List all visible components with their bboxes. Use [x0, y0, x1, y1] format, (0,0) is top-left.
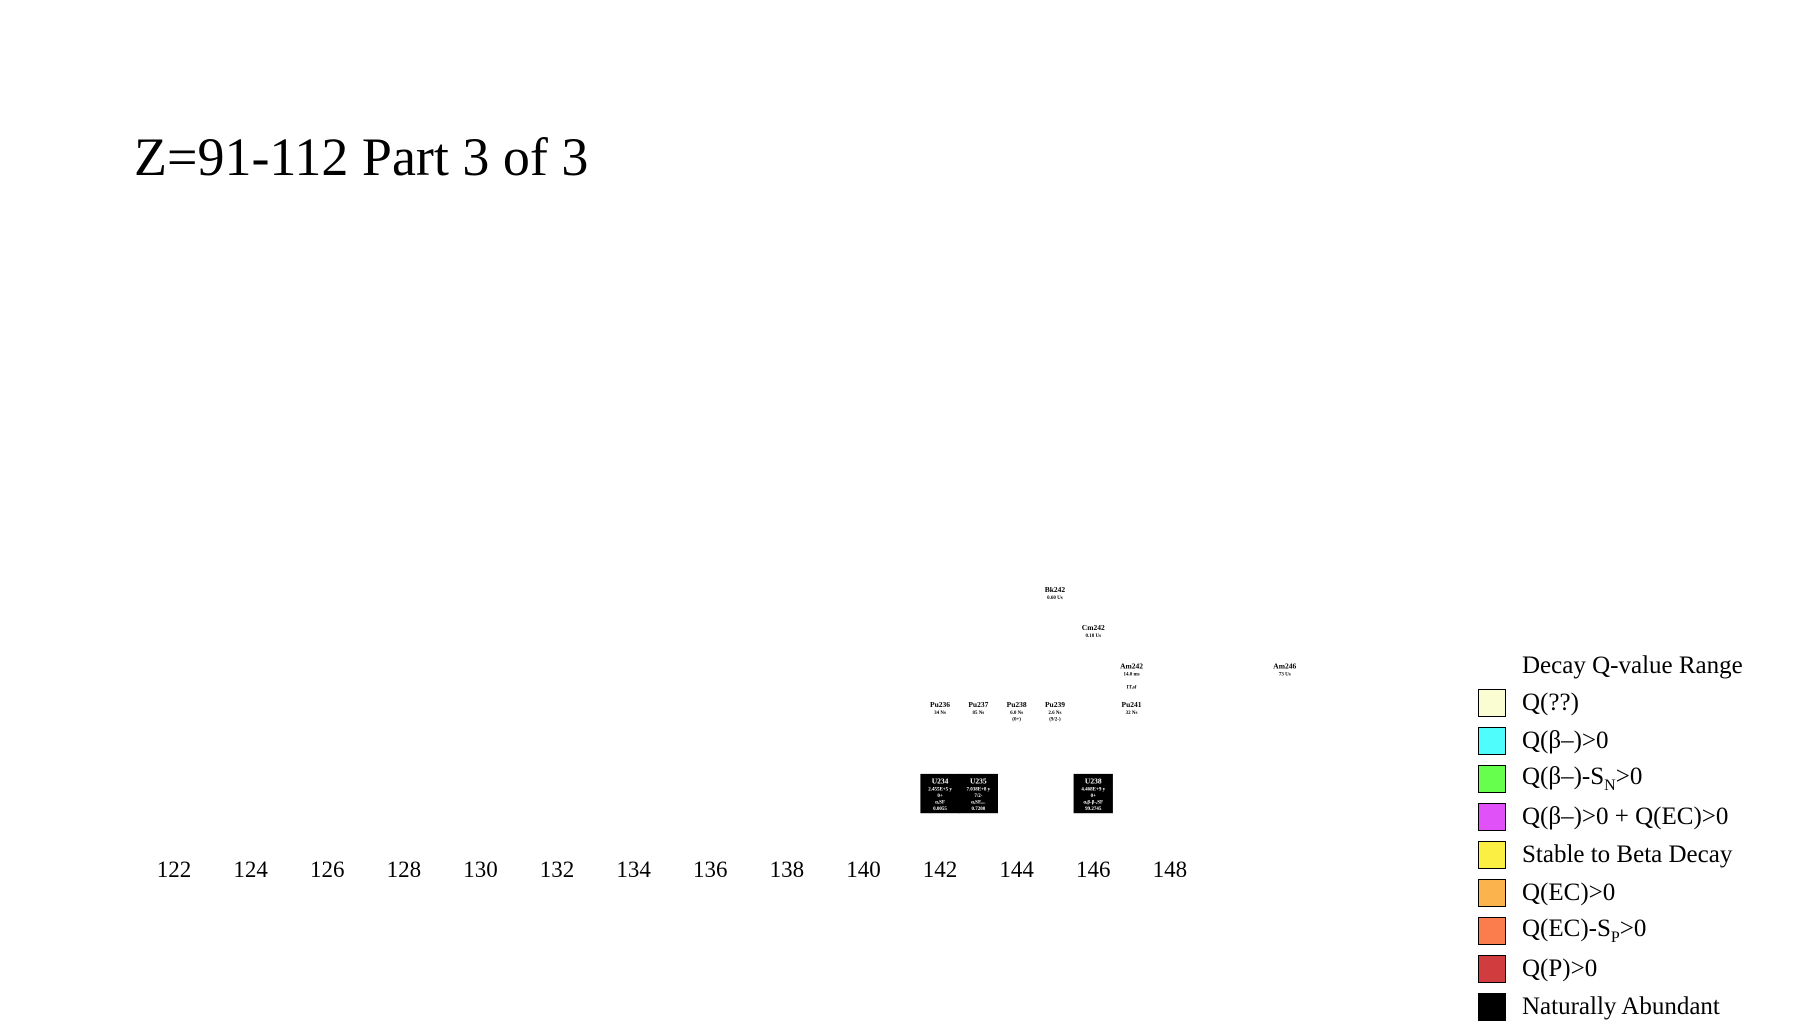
- nuclide-detail: IT,sf: [1127, 686, 1137, 691]
- n-tick-label: 134: [616, 857, 651, 882]
- nuclide-detail: 0.7200: [971, 807, 985, 812]
- legend-item: Q(EC)>0: [1478, 878, 1615, 908]
- n-tick-label: 148: [1153, 857, 1188, 882]
- nuclide-detail: 0+: [1091, 794, 1097, 799]
- nuclide-detail: 32 Ns: [1126, 711, 1138, 716]
- legend-item: Q(??): [1478, 688, 1579, 718]
- nuclide-detail: 34 Ns: [934, 711, 946, 716]
- legend-label: Q(β–)>0: [1522, 727, 1609, 754]
- nuclide-name: Pu237: [968, 700, 988, 709]
- legend-item: Q(P)>0: [1478, 954, 1597, 984]
- n-tick-label: 124: [233, 857, 268, 882]
- nuclide-name: Am242: [1120, 662, 1143, 671]
- legend-swatch: [1478, 765, 1506, 793]
- natural-cell: [958, 773, 999, 814]
- n-tick-label: 132: [540, 857, 575, 882]
- nuclide-detail: 2.455E+5 y: [928, 787, 952, 792]
- legend-item: Stable to Beta Decay: [1478, 840, 1732, 870]
- nuclide-detail: 2.6 Ns: [1048, 711, 1061, 716]
- legend-swatch: [1478, 955, 1506, 983]
- nuclide-cells: [920, 773, 1113, 814]
- nuclide-detail: 73 Us: [1279, 673, 1291, 678]
- legend-item: Q(β–)-SN>0: [1478, 763, 1643, 794]
- legend-swatch: [1478, 689, 1506, 717]
- nuclide-detail: 85 Ns: [972, 711, 984, 716]
- legend-swatch: [1478, 879, 1506, 907]
- legend-swatch: [1478, 917, 1506, 945]
- legend-title: Decay Q-value Range: [1522, 652, 1743, 679]
- nuclide-name: Pu239: [1045, 700, 1065, 709]
- chart-title: Z=91-112 Part 3 of 3: [134, 127, 589, 187]
- n-tick-label: 144: [999, 857, 1034, 882]
- legend-swatch: [1478, 993, 1506, 1021]
- n-tick-label: 122: [157, 857, 192, 882]
- nuclide-name: U235: [970, 776, 987, 785]
- n-tick-label: 130: [463, 857, 498, 882]
- legend-label: Q(EC)>0: [1522, 879, 1616, 906]
- nuclide-name: Pu241: [1122, 700, 1142, 709]
- legend-label: Q(β–)>0 + Q(EC)>0: [1522, 803, 1729, 830]
- nuclide-detail: 0.0055: [933, 807, 947, 812]
- legend-swatch: [1478, 841, 1506, 869]
- chart-svg: Pa+5+4231.0358891U+3+4+5+6238.02892.94×1…: [157, 585, 1297, 882]
- nuclide-detail: (9/2-): [1049, 717, 1061, 722]
- natural-cell: [1073, 773, 1113, 814]
- nuclide-detail: 0+: [937, 794, 943, 799]
- nuclide-detail: α,SF: [935, 800, 945, 805]
- legend-item: Q(β–)>0 + Q(EC)>0: [1478, 802, 1728, 832]
- nuclide-detail: 7.038E+8 y: [967, 787, 991, 792]
- nuclide-name: U238: [1085, 776, 1102, 785]
- legend-label: Q(β–)-SN>0: [1522, 763, 1643, 794]
- natural-cell: [920, 773, 960, 814]
- nuclide-name: Pu238: [1007, 700, 1027, 709]
- nuclide-name: Bk242: [1045, 585, 1066, 594]
- n-tick-label: 128: [387, 857, 422, 882]
- chart-labels: Pa+5+4231.0358891U+3+4+5+6238.02892.94×1…: [157, 585, 1297, 882]
- legend-label: Q(??): [1522, 689, 1579, 716]
- legend-swatch: [1478, 727, 1506, 755]
- legend-label: Q(EC)-SP>0: [1522, 915, 1647, 946]
- nuclide-detail: α,β-β-,SF: [1083, 800, 1103, 805]
- n-tick-label: 138: [770, 857, 805, 882]
- nuclide-chart: Pa+5+4231.0358891U+3+4+5+6238.02892.94×1…: [134, 127, 1743, 1021]
- legend-label: Stable to Beta Decay: [1522, 841, 1733, 868]
- n-tick-label: 140: [846, 857, 881, 882]
- legend-label: Naturally Abundant: [1522, 993, 1720, 1020]
- nuclide-name: U234: [932, 776, 949, 785]
- n-tick-label: 142: [923, 857, 958, 882]
- nuclide-detail: 6.0 Ns: [1010, 711, 1023, 716]
- nuclide-name: Pu236: [930, 700, 950, 709]
- nuclide-detail: 4.468E+9 y: [1081, 787, 1105, 792]
- n-tick-label: 126: [310, 857, 345, 882]
- n-tick-label: 136: [693, 857, 728, 882]
- nuclide-detail: 14.0 ms: [1123, 673, 1139, 678]
- nuclide-detail: 0.18 Us: [1085, 634, 1101, 639]
- nuclide-name: Am246: [1273, 662, 1296, 671]
- legend-item: Q(EC)-SP>0: [1478, 915, 1647, 946]
- n-tick-label: 146: [1076, 857, 1111, 882]
- nuclide-detail: 99.2745: [1085, 807, 1102, 812]
- nuclide-detail: 0.60 Us: [1047, 596, 1063, 601]
- legend-item: Q(β–)>0: [1478, 726, 1609, 756]
- nuclide-name: Cm242: [1082, 623, 1105, 632]
- nuclide-detail: (0+): [1012, 717, 1021, 722]
- nuclide-detail: 7/2-: [974, 794, 982, 799]
- legend-label: Q(P)>0: [1522, 955, 1598, 982]
- legend-swatch: [1478, 803, 1506, 831]
- nuclide-detail: α,SF,...: [971, 800, 986, 805]
